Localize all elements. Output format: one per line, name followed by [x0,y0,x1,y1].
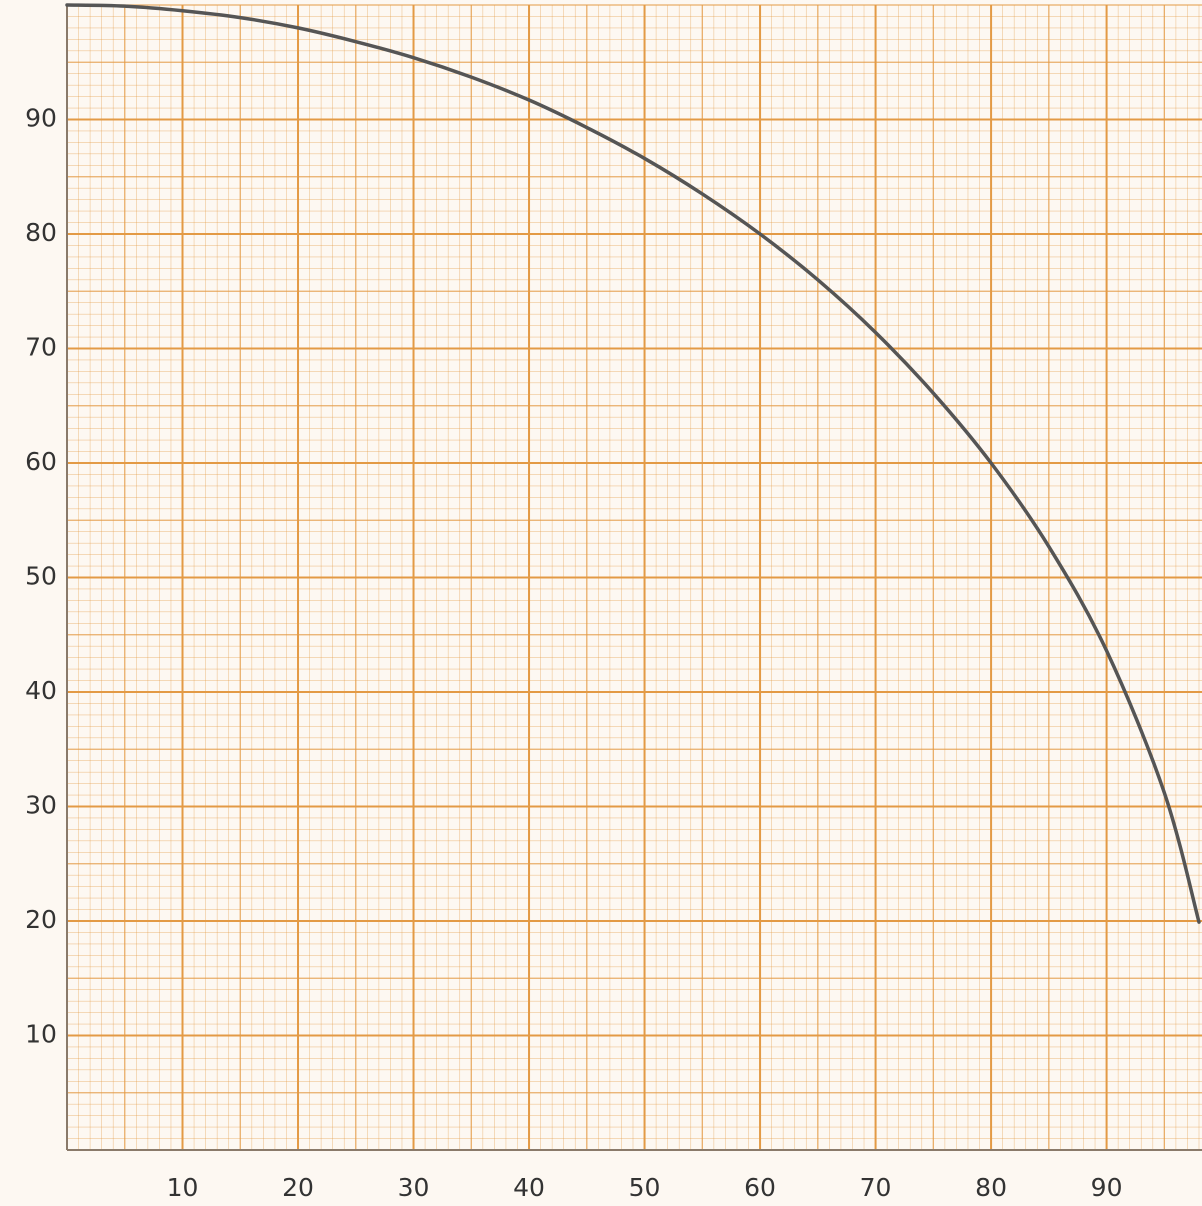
background [0,0,1202,1206]
x-tick-label: 50 [629,1173,661,1202]
x-tick-label: 80 [975,1173,1007,1202]
y-tick-label: 80 [25,218,57,247]
y-tick-label: 20 [25,905,57,934]
y-tick-label: 90 [25,104,57,133]
x-tick-label: 30 [398,1173,430,1202]
chart: 10 20 30 40 50 60 70 80 90 10 20 30 40 50 60 70 80 90 [0,0,1202,1206]
y-tick-label: 60 [25,447,57,476]
y-tick-label: 40 [25,676,57,705]
y-tick-label: 10 [25,1020,57,1049]
y-tick-label: 30 [25,791,57,820]
x-tick-label: 70 [860,1173,892,1202]
x-tick-label: 20 [282,1173,314,1202]
x-tick-label: 10 [167,1173,199,1202]
x-tick-label: 40 [513,1173,545,1202]
page: {"chart_data": { "type": "line", "x": [0… [0,0,1202,1206]
x-tick-label: 90 [1091,1173,1123,1202]
y-tick-label: 50 [25,562,57,591]
y-tick-label: 70 [25,333,57,362]
x-tick-label: 60 [744,1173,776,1202]
